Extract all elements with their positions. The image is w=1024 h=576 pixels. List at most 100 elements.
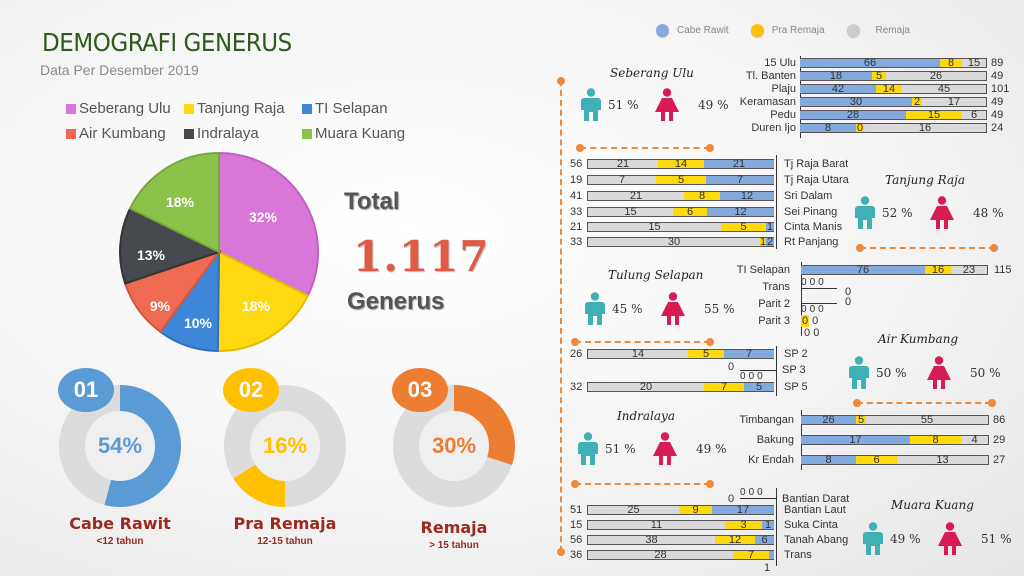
legend-label: Muara Kuang	[315, 125, 406, 142]
total-label: Total	[344, 188, 400, 215]
gender-male: 51 %	[580, 88, 639, 122]
bar-label: Tj Raja Barat	[784, 158, 849, 170]
bar-row: Pedu 28 15 6 49	[700, 109, 1003, 121]
gender-female: 55 %	[660, 292, 735, 326]
age-group-range: 12-15 tahun	[257, 536, 313, 547]
bar-total: 21	[570, 221, 583, 233]
seg-pra-remaja: 8	[940, 57, 962, 69]
total-value: 1.117	[353, 232, 490, 281]
legend-cabe-rawit: Cabe Rawit	[656, 24, 729, 37]
connector-dot	[990, 244, 998, 252]
region-title-seberang-ulu: Seberang Ulu	[610, 66, 694, 80]
gender-female: 50 %	[926, 356, 1001, 390]
bar-row: 51 25 9 17 Bantian Laut	[570, 504, 846, 516]
bar-row: 33 30 1 2 Rt Panjang	[570, 236, 838, 248]
dot-icon	[750, 24, 764, 37]
connector-dot	[853, 399, 861, 407]
bar-label: Parit 2	[758, 298, 790, 310]
male-percent: 50 %	[876, 366, 907, 380]
seg-remaja: 28	[588, 549, 733, 561]
age-group-name: Cabe Rawit	[69, 514, 171, 533]
stacked-bar: 15 5 1	[587, 221, 774, 233]
seg-pra-remaja: 5	[688, 348, 724, 360]
seg-pra-remaja: 5	[721, 221, 766, 233]
bar-label: Suka Cinta	[784, 519, 838, 531]
female-icon	[655, 88, 679, 121]
seg-remaja: 16	[864, 122, 986, 134]
legend-label: Cabe Rawit	[677, 25, 729, 36]
bar-total: 33	[570, 236, 583, 248]
bar-label: TI Selapan	[736, 264, 790, 276]
bar-row: 26 14 5 7 SP 2	[570, 348, 808, 360]
bar-row: 41 21 8 12 Sri Dalam	[570, 190, 832, 202]
stacked-bar: 38 12 6	[587, 534, 774, 546]
seg-pra-remaja: 15	[906, 109, 962, 121]
stacked-bar: 25 9 17	[587, 504, 774, 516]
legend-label: Air Kumbang	[79, 125, 166, 142]
bar-label: Trans	[762, 281, 790, 293]
zero-value: 0	[801, 315, 810, 327]
female-percent: 51 %	[981, 532, 1012, 546]
bar-value-below: 1	[764, 562, 771, 574]
male-percent: 45 %	[612, 302, 643, 316]
seg-cabe-rawit: 66	[800, 57, 940, 69]
bar-row: 32 20 7 5 SP 5	[570, 381, 808, 393]
dot-icon	[656, 24, 669, 37]
zero-values: 000	[740, 370, 776, 382]
female-percent: 48 %	[973, 206, 1004, 220]
bar-row: Tl. Banten 18 5 26 49	[700, 70, 1003, 82]
axis	[801, 262, 802, 336]
connector-line	[575, 483, 710, 485]
donut-percent: 54%	[97, 433, 143, 458]
legend-pra-remaja: Pra Remaja	[750, 24, 825, 37]
connector-dot	[557, 77, 565, 85]
seg-remaja: 45	[902, 83, 986, 95]
legend-label: Seberang Ulu	[79, 100, 171, 117]
gender-female: 49 %	[654, 88, 729, 122]
female-icon	[938, 522, 962, 555]
bar-total: 49	[991, 96, 1004, 108]
seg-cabe-rawit: 12	[707, 206, 774, 218]
region-title-indralaya: Indralaya	[617, 409, 675, 423]
stacked-bar: 28 15 6	[800, 109, 987, 121]
bar-total: 41	[570, 190, 583, 202]
seg-pra-remaja: 5	[872, 70, 886, 82]
donut-chart-cabe-rawit	[59, 385, 181, 507]
bar-label: SP 2	[784, 348, 808, 360]
seg-pra-remaja: 1	[759, 236, 767, 248]
seg-pra-remaja: 8	[684, 190, 720, 202]
swatch-icon	[184, 103, 194, 114]
connector-dot	[706, 338, 714, 346]
region-title-muara-kuang: Muara Kuang	[891, 498, 974, 512]
bar-row: Kr Endah 8 6 13 27	[700, 454, 1005, 466]
swatch-icon	[184, 128, 194, 139]
seg-remaja: 21	[588, 158, 658, 170]
seg-pra-remaja: 16	[925, 264, 951, 276]
bar-row: 0 000 SP 3	[728, 361, 806, 382]
connector-dot	[571, 480, 579, 488]
seg-remaja: 26	[886, 70, 986, 82]
bar-label: Duren Ijo	[751, 122, 796, 134]
stacked-bar: 76 16 23	[801, 264, 988, 276]
seg-remaja: 4	[961, 434, 988, 446]
legend-item-air-kumbang: Air Kumbang	[66, 125, 184, 142]
male-icon	[578, 432, 598, 465]
donut-percent: 16%	[262, 433, 308, 458]
bar-total: 56	[570, 534, 583, 546]
bar-total: 32	[570, 381, 583, 393]
female-icon	[930, 196, 954, 229]
bar-total: 0	[845, 296, 852, 308]
age-group-range: > 15 tahun	[429, 540, 479, 551]
bar-total: 33	[570, 206, 583, 218]
legend-label: Tanjung Raja	[197, 100, 285, 117]
male-icon	[585, 292, 605, 325]
seg-remaja: 38	[588, 534, 715, 546]
seg-cabe-rawit: 21	[704, 158, 774, 170]
bar-label: Bantian Laut	[784, 504, 846, 516]
legend-label: TI Selapan	[315, 100, 388, 117]
bar-row: 15 Ulu 66 8 15 89	[700, 57, 1003, 69]
zero-values: 000	[740, 487, 776, 499]
seg-cabe-rawit: 6	[755, 534, 774, 546]
legend-item-indralaya: Indralaya	[184, 125, 302, 142]
